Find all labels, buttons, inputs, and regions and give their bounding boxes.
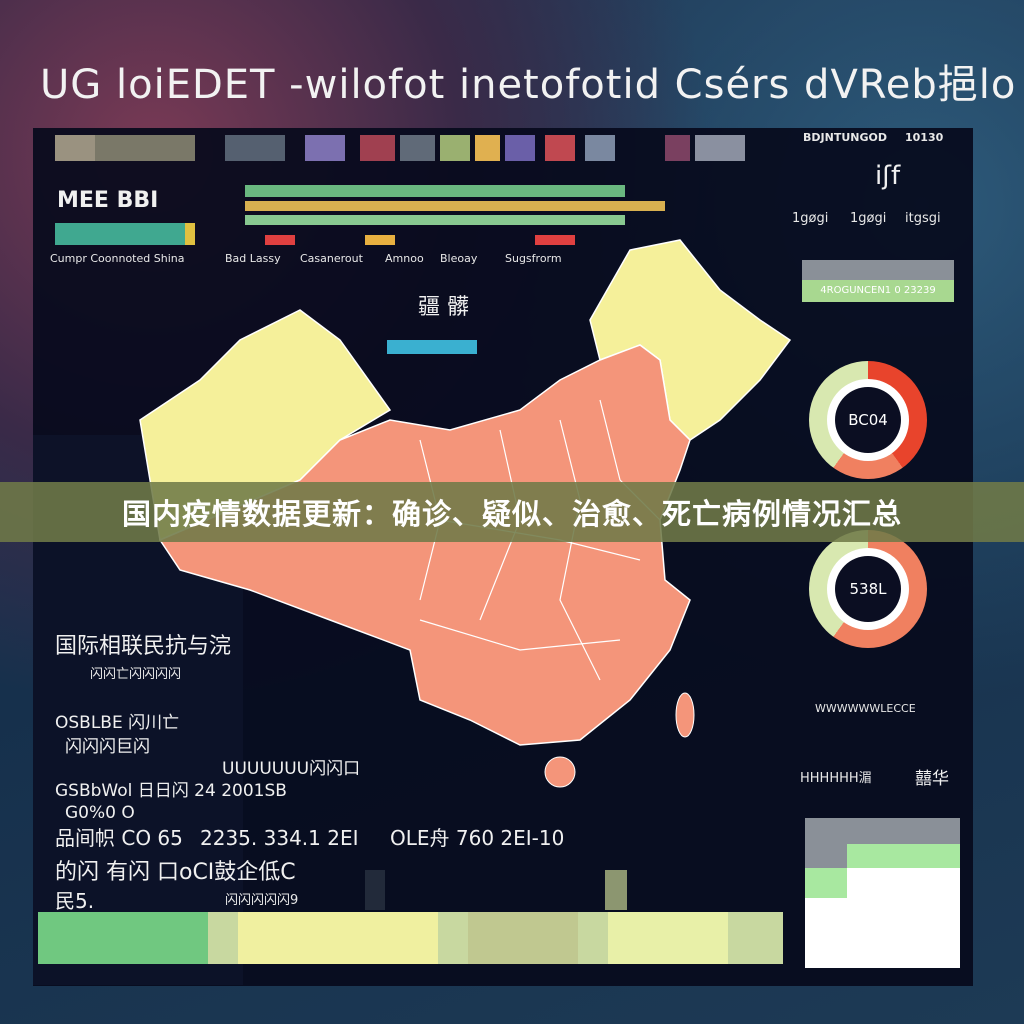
chart-label: HHHHHH湄 xyxy=(800,771,872,786)
stat-text: 品间帜 CO 65 xyxy=(55,826,183,850)
stat-bar-value: 4ROGUNCEN1 0 23239 xyxy=(802,280,954,302)
chart-label: 囍华 xyxy=(915,769,949,789)
map-label: 疆 髒 xyxy=(418,295,469,320)
headline-text: 国内疫情数据更新：确诊、疑似、治愈、死亡病例情况汇总 xyxy=(121,497,902,531)
left-sub: 闪闪亡闪闪闪闪 xyxy=(90,667,182,682)
right-sub-label: 1gøgi xyxy=(850,211,887,226)
headline-banner: 国内疫情数据更新：确诊、疑似、治愈、死亡病例情况汇总 xyxy=(0,482,1024,542)
legend-label: Bleoay xyxy=(440,252,478,265)
donut-value: 538L xyxy=(835,556,901,622)
map-label-bar xyxy=(387,340,477,354)
color-legend xyxy=(55,135,755,265)
legend-left-label: MEE BBI xyxy=(57,188,159,213)
bottom-bar-chart xyxy=(38,912,783,964)
page-title: UG loiEDET -wilofot inetofotid Csérs dVR… xyxy=(40,62,1017,108)
legend-label: Amnoo xyxy=(385,252,424,265)
donut-chart: BC04 xyxy=(809,361,927,479)
donut-chart: 538L xyxy=(809,530,927,648)
region-taiwan xyxy=(675,692,695,738)
left-row: 闪闪闪巨闪 xyxy=(65,737,150,757)
right-top-label: 10130 xyxy=(905,131,944,144)
donut-value: BC04 xyxy=(835,387,901,453)
right-mid-label: iʃf xyxy=(875,161,901,191)
stat-text: 2235. 334.1 2EI xyxy=(200,826,359,850)
stat-text: 的闪 有闪 口oCI鼓企低C xyxy=(55,860,296,885)
area-chart xyxy=(805,818,960,968)
left-heading: 国际相联民抗与浣 xyxy=(55,634,232,659)
right-sub-label: itgsgi xyxy=(905,211,941,226)
right-note: WWWWWWLECCE xyxy=(815,702,916,715)
stat-text: OLE舟 760 2EI-10 xyxy=(390,826,565,850)
stat-text: UUUUUUU闪闪口 xyxy=(222,759,361,779)
legend-label: Bad Lassy xyxy=(225,252,281,265)
right-sub-label: 1gøgi xyxy=(792,211,829,226)
region-main xyxy=(158,344,691,746)
bar xyxy=(365,870,385,910)
legend-label: Casanerout xyxy=(300,252,363,265)
stat-text: GSBbWol 日日闪 24 2001SB xyxy=(55,781,287,801)
stat-text: 民5. xyxy=(55,889,95,913)
bar xyxy=(605,870,627,910)
left-row: OSBLBE 闪川亡 xyxy=(55,713,180,733)
stat-bar: 4ROGUNCEN1 0 23239 xyxy=(802,260,954,302)
right-top-label: BDJNTUNGOD xyxy=(803,131,887,144)
legend-label: Cumpr Coonnoted Shina xyxy=(50,252,185,265)
legend-label: Sugsfrorm xyxy=(505,252,562,265)
stat-text: 闪闪闪闪闪9 xyxy=(225,893,299,908)
region-hainan xyxy=(544,756,576,788)
stat-text: G0%0 O xyxy=(65,803,135,823)
